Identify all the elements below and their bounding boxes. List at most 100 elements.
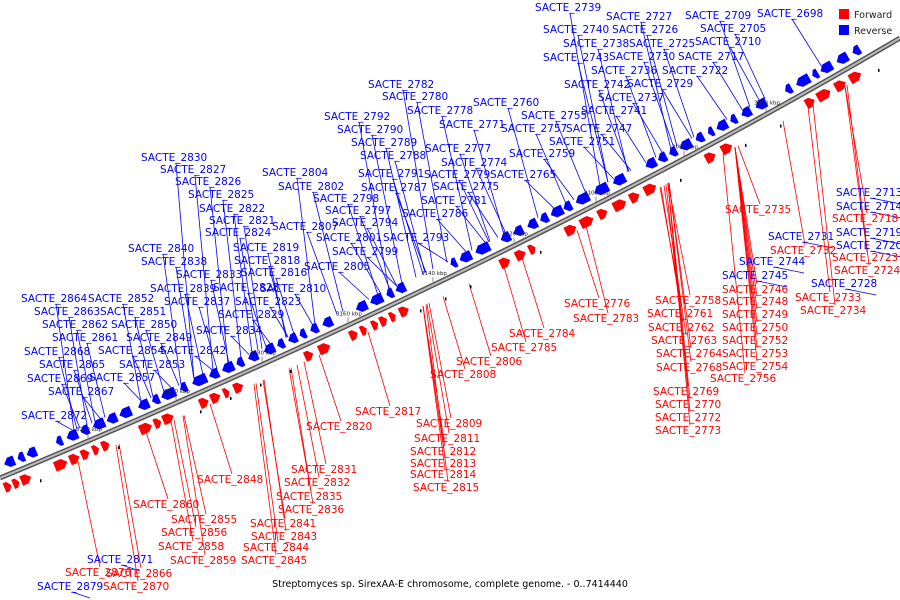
label-leader-line <box>290 367 314 505</box>
label-leader-line <box>569 12 601 187</box>
label-leader-line <box>134 316 154 398</box>
label-leader-line <box>719 20 751 108</box>
feature-marker <box>470 285 472 289</box>
label-leader-lines <box>55 12 900 599</box>
reverse-gene-arrow <box>716 118 730 131</box>
label-leader-line <box>585 225 609 314</box>
reverse-gene-label: SACTE_2789 <box>351 137 417 149</box>
reverse-gene-label: SACTE_2705 <box>700 23 766 35</box>
label-leader-line <box>870 237 900 245</box>
forward-gene-arrow <box>79 449 90 461</box>
label-leader-line <box>162 253 182 385</box>
reverse-gene-arrow <box>222 360 236 374</box>
forward-gene-label: SACTE_2758 <box>655 295 721 307</box>
reverse-gene-label: SACTE_2807 <box>272 221 338 233</box>
reverse-gene-label: SACTE_2837 <box>164 296 230 308</box>
forward-gene-label: SACTE_2735 <box>725 204 791 216</box>
label-leader-line <box>267 252 287 338</box>
reverse-gene-label: SACTE_2786 <box>402 208 469 220</box>
feature-marker <box>540 250 542 254</box>
label-leader-line <box>870 211 900 219</box>
label-leader-line <box>145 431 169 500</box>
forward-gene-arrow <box>2 481 12 493</box>
reverse-gene-arrow <box>4 455 17 468</box>
forward-gene-label: SACTE_2773 <box>655 425 721 437</box>
label-leader-line <box>441 115 473 251</box>
forward-gene-label: SACTE_2856 <box>161 527 228 539</box>
forward-gene-label: SACTE_2814 <box>410 469 477 481</box>
reverse-gene-arrow <box>695 131 706 143</box>
label-leader-line <box>576 230 600 299</box>
reverse-gene-label: SACTE_2823 <box>235 296 301 308</box>
reverse-gene-arrow <box>450 257 459 268</box>
reverse-gene-label: SACTE_2760 <box>473 97 539 109</box>
label-leader-line <box>306 231 338 315</box>
scale-tick-label: 3120 kbp <box>502 232 528 238</box>
label-leader-line <box>175 162 195 380</box>
forward-gene-label: SACTE_2858 <box>158 541 224 553</box>
reverse-gene-label: SACTE_2713 <box>836 187 900 199</box>
reverse-gene-label: SACTE_2805 <box>304 261 370 273</box>
reverse-gene-arrow <box>500 230 513 243</box>
forward-gene-label: SACTE_2813 <box>410 458 476 470</box>
label-leader-line <box>68 316 88 426</box>
label-leader-line <box>712 61 744 112</box>
label-leader-line <box>371 134 403 285</box>
reverse-gene-label: SACTE_2869 <box>27 373 93 385</box>
reverse-gene-label: SACTE_2775 <box>433 181 499 193</box>
label-leader-line <box>76 329 96 423</box>
label-leader-line <box>425 304 449 483</box>
reverse-gene-label: SACTE_2816 <box>241 267 308 279</box>
reverse-gene-arrow <box>540 212 551 223</box>
label-leader-line <box>773 266 805 274</box>
forward-gene-arrow <box>703 152 716 164</box>
label-leader-line <box>870 197 900 205</box>
forward-gene-label: SACTE_2723 <box>832 252 898 264</box>
reverse-gene-arrow <box>594 181 611 196</box>
reverse-gene-label: SACTE_2818 <box>234 255 300 267</box>
label-leader-line <box>269 306 289 338</box>
reverse-gene-label: SACTE_2725 <box>629 38 695 50</box>
reverse-gene-arrow <box>459 250 474 263</box>
forward-gene-arrow <box>347 330 358 342</box>
forward-gene-arrow <box>387 311 396 323</box>
scale-tick-label: 3180 kbp <box>250 351 276 357</box>
label-leader-line <box>442 296 466 370</box>
forward-gene-label: SACTE_2832 <box>284 477 350 489</box>
forward-gene-arrow <box>19 474 32 486</box>
label-leader-line <box>209 186 229 364</box>
forward-gene-label: SACTE_2855 <box>171 514 237 526</box>
reverse-gene-arrow <box>248 349 260 362</box>
reverse-gene-label: SACTE_2799 <box>332 246 398 258</box>
reverse-gene-label: SACTE_2871 <box>87 554 153 566</box>
reverse-gene-arrow <box>66 428 80 441</box>
label-leader-line <box>661 88 693 139</box>
label-leader-line <box>521 257 545 329</box>
reverse-gene-label: SACTE_2709 <box>685 10 751 22</box>
label-leader-line <box>338 271 370 300</box>
reverse-gene-label: SACTE_2840 <box>128 243 194 255</box>
label-leader-line <box>416 101 448 263</box>
forward-gene-arrow <box>52 459 68 472</box>
reverse-gene-arrow <box>138 398 151 411</box>
label-leader-line <box>543 158 575 200</box>
label-leader-line <box>428 303 452 419</box>
reverse-gene-label: SACTE_2729 <box>627 78 693 90</box>
forward-gene-arrow <box>137 422 152 436</box>
reverse-gene-arrow <box>370 292 385 306</box>
label-leader-line <box>473 129 505 235</box>
forward-gene-label: SACTE_2763 <box>651 335 717 347</box>
reverse-gene-arrow <box>613 172 628 186</box>
reverse-gene-label: SACTE_2717 <box>678 51 744 63</box>
reverse-gene-label: SACTE_2852 <box>88 293 154 305</box>
reverse-gene-label: SACTE_2794 <box>332 217 399 229</box>
label-leader-line <box>459 153 491 242</box>
reverse-gene-label: SACTE_2710 <box>695 36 761 48</box>
reverse-gene-label: SACTE_2780 <box>382 91 448 103</box>
reverse-gene-arrow <box>236 356 246 368</box>
reverse-gene-arrow <box>563 200 574 212</box>
reverse-gene-label: SACTE_2854 <box>98 345 165 357</box>
map-caption: Streptomyces sp. SirexAA-E chromosome, c… <box>272 579 628 590</box>
label-leader-line <box>640 21 672 150</box>
reverse-gene-label: SACTE_2828 <box>213 282 279 294</box>
